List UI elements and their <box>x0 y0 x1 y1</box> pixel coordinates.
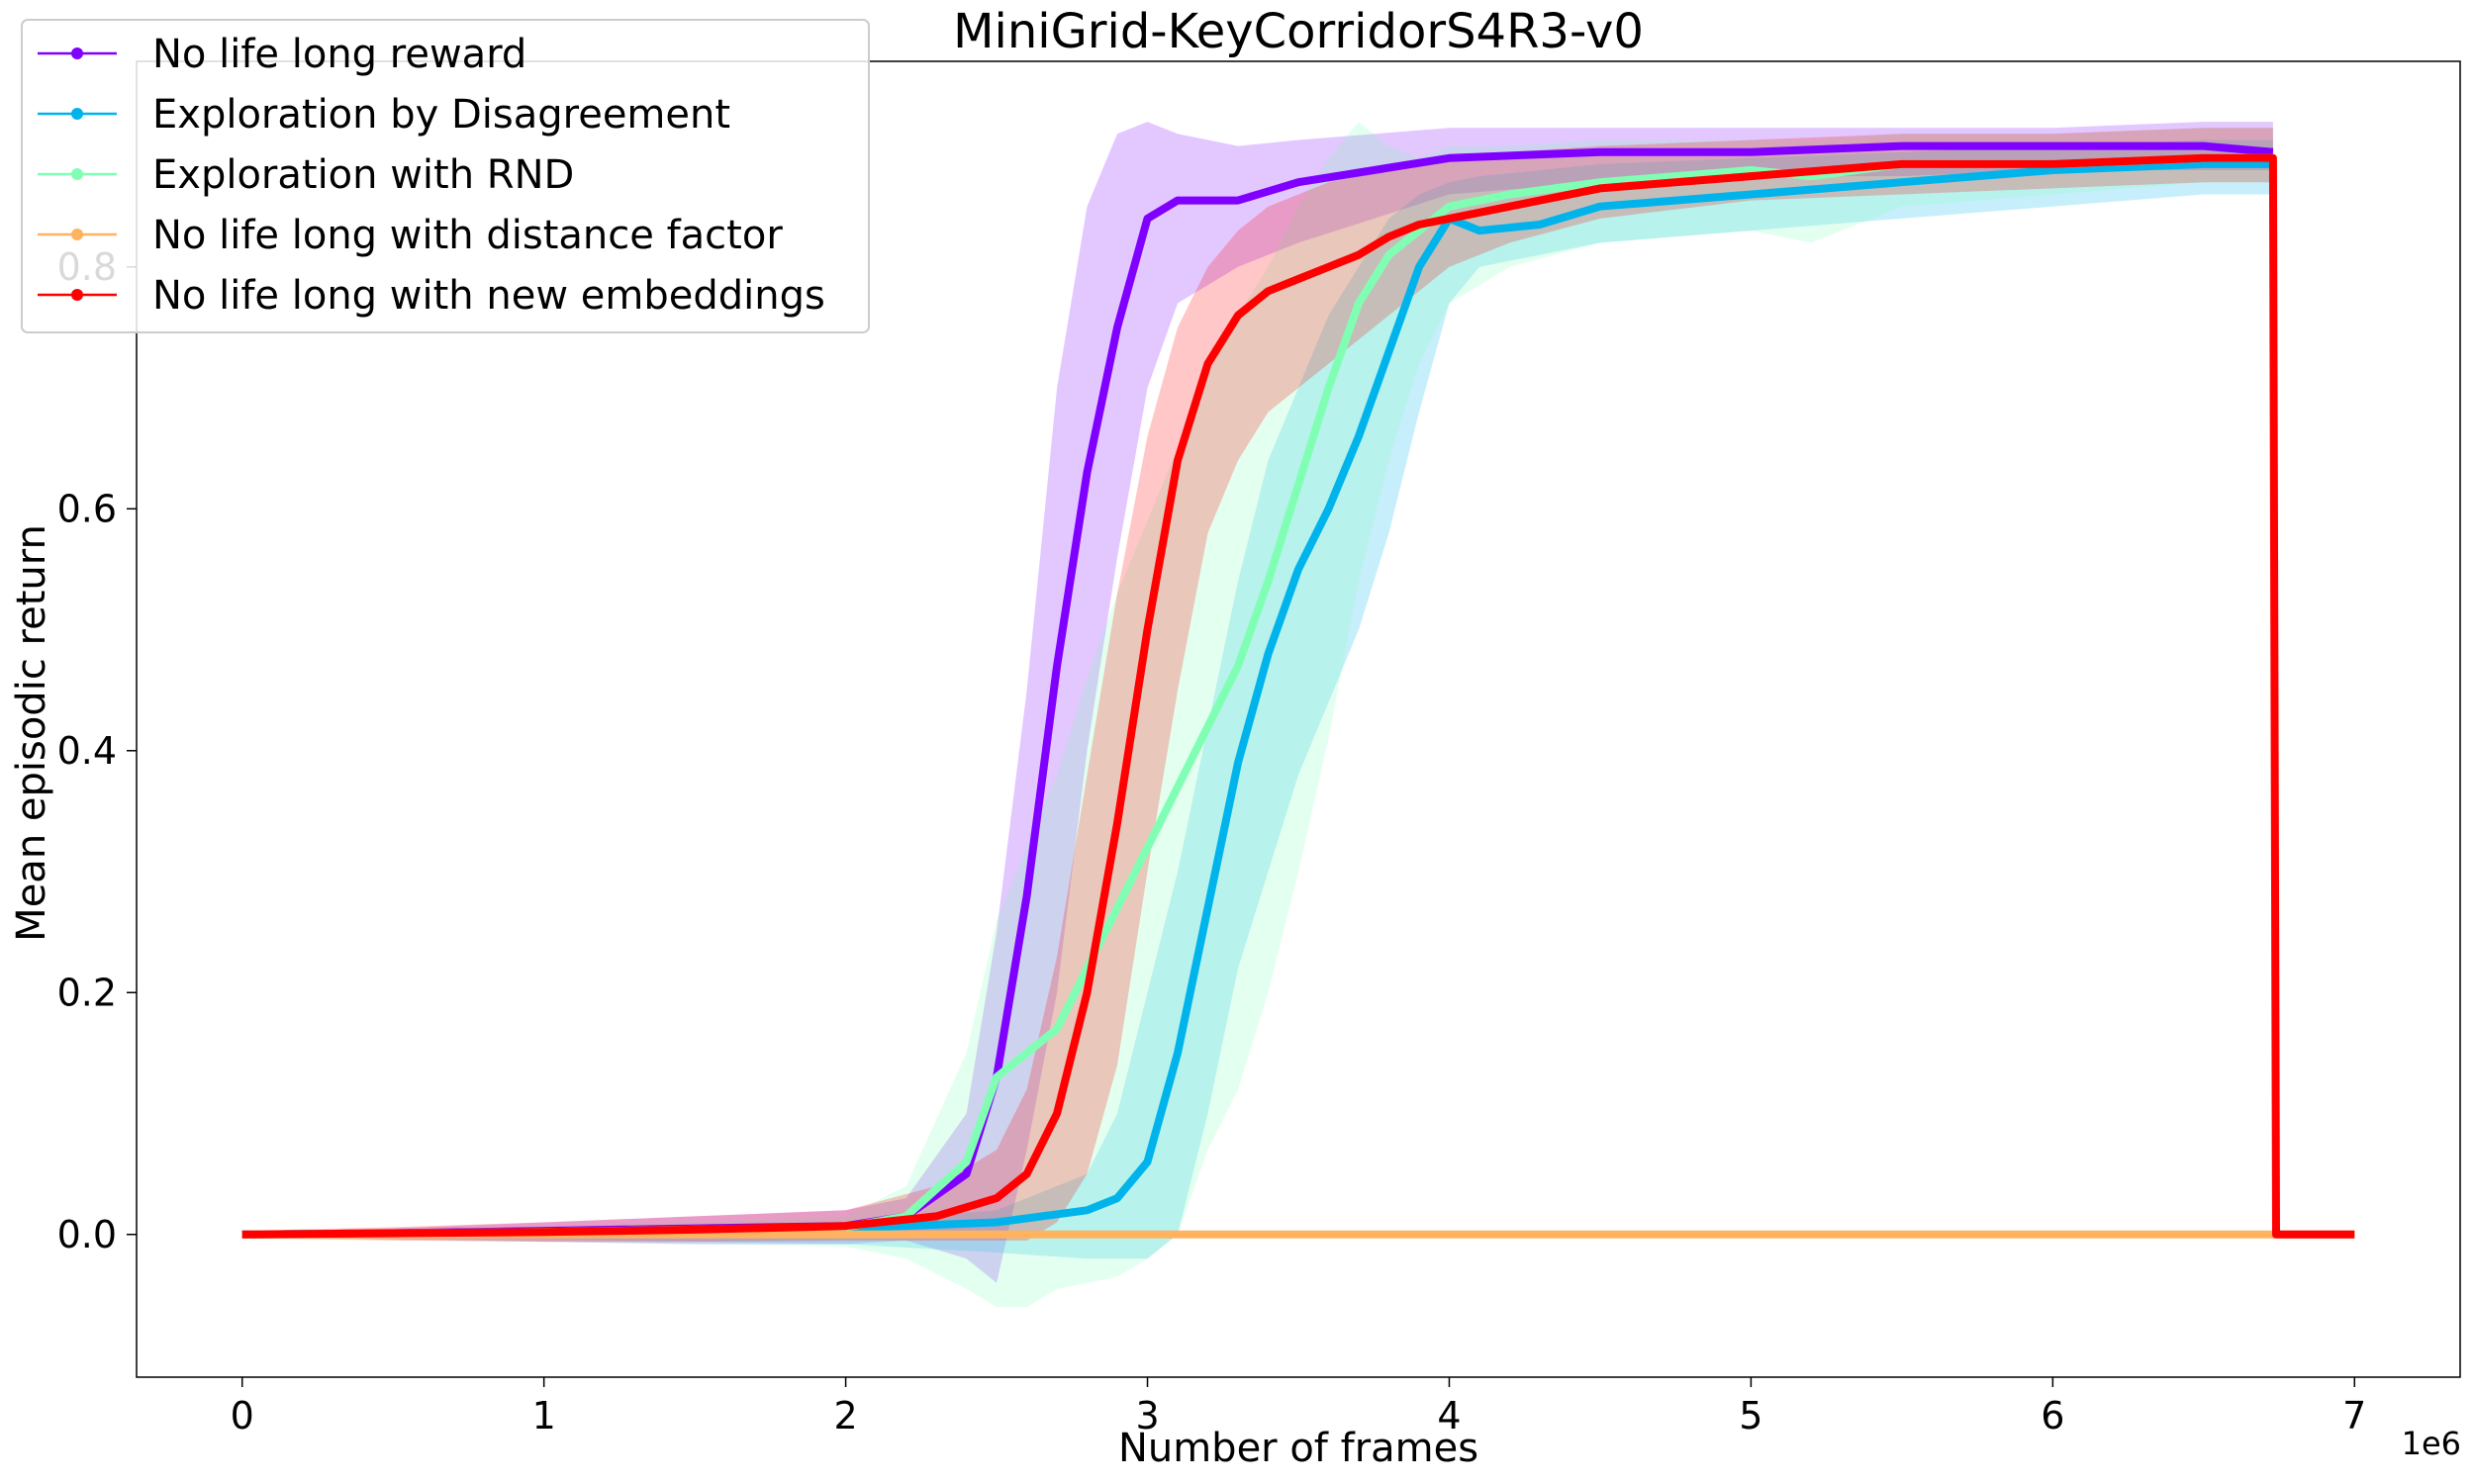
x-tick-label: 7 <box>2342 1394 2366 1438</box>
y-tick-label: 0.4 <box>57 729 117 773</box>
series-lines <box>241 141 2355 1239</box>
axes-frame <box>136 60 2461 1378</box>
chart-title: MiniGrid-KeyCorridorS4R3-v0 <box>953 4 1644 59</box>
legend-item-exploration-with-rnd: Exploration with RND <box>38 152 574 198</box>
x-tick-label: 1 <box>532 1394 556 1438</box>
y-tick-label: 0.6 <box>57 487 117 530</box>
x-axis-multiplier: 1e6 <box>2402 1425 2461 1462</box>
legend-swatch-marker <box>71 47 83 59</box>
line-no-life-long-with-new-embeddings <box>241 153 2355 1239</box>
x-tick-label: 0 <box>231 1394 254 1438</box>
legend-label: Exploration with RND <box>152 152 574 198</box>
legend-swatch-marker <box>71 108 83 120</box>
y-tick-label: 0.0 <box>57 1213 117 1256</box>
legend-label: No life long with distance factor <box>152 213 783 258</box>
legend-box <box>21 19 870 333</box>
x-tick-label: 4 <box>1437 1394 1461 1438</box>
line-exploration-by-disagreement <box>241 159 2273 1239</box>
band-no-life-long-with-new-embeddings <box>241 128 2355 1243</box>
x-tick-label: 6 <box>2041 1394 2064 1438</box>
x-tick-label: 2 <box>834 1394 858 1438</box>
x-axis-ticks: 0 1 2 3 4 5 6 7 <box>231 1377 2366 1438</box>
x-tick-label: 5 <box>1739 1394 1762 1438</box>
legend-label: No life long with new embeddings <box>152 273 825 319</box>
legend-swatch-marker <box>71 168 83 180</box>
legend-swatch-marker <box>71 229 83 240</box>
legend-item-no-life-long-reward: No life long reward <box>38 32 526 77</box>
legend-label: Exploration by Disagreement <box>152 92 730 138</box>
legend-item-exploration-by-disagreement: Exploration by Disagreement <box>38 92 730 138</box>
y-tick-label: 0.2 <box>57 971 117 1014</box>
legend-item-no-life-long-with-new-embeddings: No life long with new embeddings <box>38 273 825 319</box>
y-axis-label: Mean episodic return <box>9 524 54 942</box>
x-axis-label: Number of frames <box>1118 1426 1478 1471</box>
legend: No life long reward Exploration by Disagr… <box>21 19 870 333</box>
legend-label: No life long reward <box>152 32 526 77</box>
plot-area <box>136 60 2461 1378</box>
band-exploration-with-rnd <box>241 122 2273 1308</box>
x-tick-label: 3 <box>1135 1394 1159 1438</box>
legend-item-no-life-long-with-distance-factor: No life long with distance factor <box>38 213 783 258</box>
legend-swatch-marker <box>71 289 83 301</box>
